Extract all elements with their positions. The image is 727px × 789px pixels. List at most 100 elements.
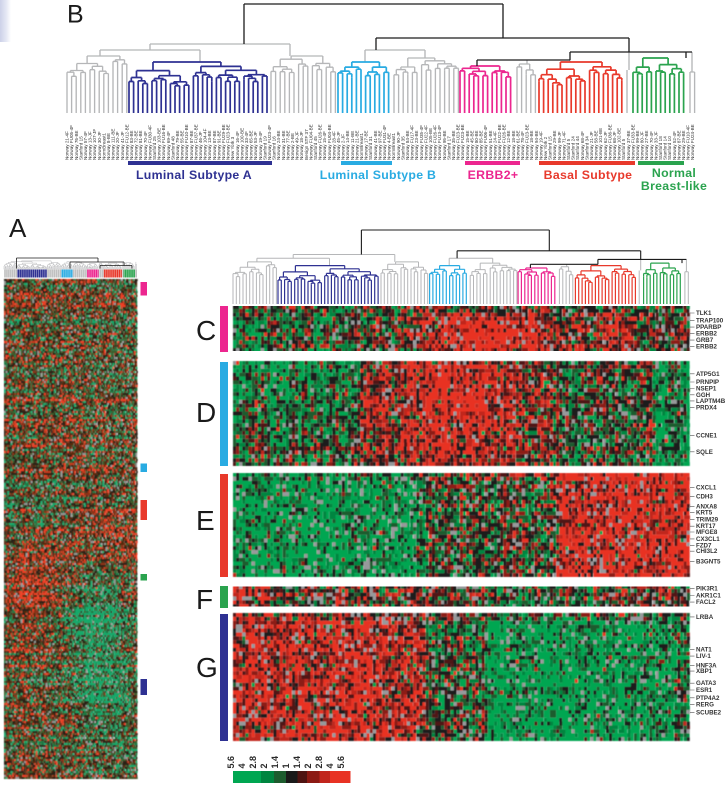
svg-text:Norway 78-4F: Norway 78-4F [520, 131, 525, 160]
svg-text:Norway FU16-BE: Norway FU16-BE [161, 124, 166, 160]
svg-text:Norway 17-BE: Norway 17-BE [364, 130, 369, 160]
svg-text:Stanford 5: Stanford 5 [566, 138, 571, 160]
svg-text:Norway 16-4F: Norway 16-4F [235, 131, 240, 160]
svg-text:Norway FU22-BE: Norway FU22-BE [497, 124, 502, 160]
svg-text:TLK1: TLK1 [696, 310, 712, 317]
svg-text:Norway 90-JF: Norway 90-JF [396, 131, 401, 160]
svg-text:FACL2: FACL2 [696, 599, 716, 606]
svg-text:Norway 58-BE: Norway 58-BE [594, 130, 599, 160]
svg-text:GATA3: GATA3 [696, 680, 717, 687]
svg-text:Stanford 17: Stanford 17 [446, 136, 451, 160]
svg-text:ATP5G1: ATP5G1 [696, 371, 720, 378]
svg-text:Norway 19-4F: Norway 19-4F [538, 131, 543, 160]
svg-text:B: B [67, 1, 84, 29]
svg-text:TRAP100: TRAP100 [696, 318, 724, 325]
svg-text:Norway 76-BE: Norway 76-BE [74, 130, 79, 160]
svg-text:Norway FU31-4F: Norway FU31-4F [382, 125, 387, 160]
svg-text:Norway 79-BE: Norway 79-BE [175, 130, 180, 160]
svg-text:Norway 104-4F: Norway 104-4F [203, 128, 208, 160]
svg-text:Stanford 16: Stanford 16 [272, 136, 277, 160]
svg-text:PIK3R1: PIK3R1 [696, 586, 718, 593]
svg-text:Norway 52-4F: Norway 52-4F [672, 131, 677, 160]
svg-text:Stanford 31: Stanford 31 [368, 136, 373, 160]
svg-text:2.8: 2.8 [248, 756, 258, 769]
svg-text:PRDX4: PRDX4 [696, 404, 717, 411]
svg-text:KRT5: KRT5 [696, 509, 713, 516]
svg-text:Norway 35-BE: Norway 35-BE [451, 130, 456, 160]
svg-text:Norway 84-BE: Norway 84-BE [405, 130, 410, 160]
svg-text:Norway 23-BE: Norway 23-BE [414, 130, 419, 160]
svg-text:Norway 27-BE: Norway 27-BE [644, 130, 649, 160]
svg-text:AKR1C1: AKR1C1 [696, 593, 721, 600]
svg-text:Norway 4-BE: Norway 4-BE [387, 133, 392, 160]
svg-text:Norway 77-BE: Norway 77-BE [285, 130, 290, 160]
svg-text:Stanford 19: Stanford 19 [262, 136, 267, 160]
svg-text:2: 2 [259, 763, 269, 768]
svg-text:Norway FU22-4F: Norway FU22-4F [423, 125, 428, 160]
svg-text:Norway 21-JF: Norway 21-JF [589, 131, 594, 160]
svg-text:Norway 37-BE: Norway 37-BE [626, 130, 631, 160]
svg-text:Norway 51-BE: Norway 51-BE [488, 130, 493, 160]
svg-text:Norway FU36-BE: Norway FU36-BE [607, 124, 612, 160]
svg-text:Norway FU13-4F: Norway FU13-4F [437, 125, 442, 160]
svg-text:Norway 33-JF: Norway 33-JF [653, 131, 658, 160]
svg-text:Norway 30-JF: Norway 30-JF [97, 131, 102, 160]
svg-text:Norway 70-4F: Norway 70-4F [649, 131, 654, 160]
svg-text:TRIM29: TRIM29 [696, 516, 719, 523]
svg-text:ERBB2: ERBB2 [696, 344, 718, 351]
svg-text:Stanford 14: Stanford 14 [663, 136, 668, 160]
svg-text:Norway 46-JF: Norway 46-JF [198, 131, 203, 160]
svg-text:Stanford 5: Stanford 5 [621, 138, 626, 160]
svg-text:Luminal Subtype A: Luminal Subtype A [136, 168, 252, 182]
svg-text:Norway 83-BE: Norway 83-BE [129, 130, 134, 160]
svg-text:New York 2: New York 2 [543, 136, 548, 160]
svg-text:Norway 41-JF: Norway 41-JF [120, 131, 125, 160]
svg-text:HNF3A: HNF3A [696, 662, 717, 669]
svg-text:Luminal Subtype B: Luminal Subtype B [320, 168, 436, 182]
svg-text:MFGE8: MFGE8 [696, 529, 718, 536]
svg-text:Breast-like: Breast-like [641, 179, 707, 193]
svg-text:Norway 21-4F: Norway 21-4F [65, 131, 70, 160]
svg-text:Norway FU35-4F: Norway FU35-4F [419, 125, 424, 160]
svg-text:FZD7: FZD7 [696, 542, 712, 549]
svg-text:RERG: RERG [696, 702, 714, 709]
svg-text:Norway 33-4F: Norway 33-4F [244, 131, 249, 160]
svg-text:Norway FU24-BE: Norway FU24-BE [690, 124, 695, 160]
svg-text:Stanford 48: Stanford 48 [170, 136, 175, 160]
svg-text:KRT17: KRT17 [696, 523, 716, 530]
svg-text:SCUBE2: SCUBE2 [696, 709, 722, 716]
svg-text:CXCL1: CXCL1 [696, 485, 717, 492]
svg-text:NormBreast1: NormBreast1 [101, 132, 106, 160]
svg-text:Norway FU26-BE: Norway FU26-BE [502, 124, 507, 160]
svg-text:F: F [196, 584, 213, 615]
svg-text:5.6: 5.6 [336, 756, 346, 769]
svg-text:GGH: GGH [696, 392, 711, 399]
svg-text:LRBA: LRBA [696, 614, 714, 621]
svg-text:PPARBP: PPARBP [696, 324, 721, 331]
svg-text:Norway 15-BE: Norway 15-BE [465, 130, 470, 160]
svg-text:Norway 21-BE: Norway 21-BE [354, 130, 359, 160]
svg-text:Norway 81-BE: Norway 81-BE [138, 130, 143, 160]
svg-text:Norway FU23-4F: Norway FU23-4F [267, 125, 272, 160]
svg-text:Normal: Normal [652, 166, 696, 180]
svg-text:LAPTM4B: LAPTM4B [696, 398, 726, 405]
svg-text:Norway 95-BE: Norway 95-BE [442, 130, 447, 160]
svg-text:Norway 18-BE: Norway 18-BE [511, 130, 516, 160]
svg-text:Norway FU23-BE: Norway FU23-BE [525, 124, 530, 160]
svg-text:Norway 24-BE: Norway 24-BE [276, 130, 281, 160]
svg-text:New York 3: New York 3 [230, 136, 235, 160]
svg-text:Basal Subtype: Basal Subtype [544, 168, 633, 182]
svg-text:Norway 65-BE: Norway 65-BE [249, 130, 254, 160]
svg-text:Norway 87-BE: Norway 87-BE [189, 130, 194, 160]
svg-text:1.4: 1.4 [292, 756, 302, 769]
svg-text:Norway 57-4F: Norway 57-4F [83, 131, 88, 160]
svg-text:NSEP1: NSEP1 [696, 386, 717, 393]
svg-text:PRNPIP: PRNPIP [696, 379, 719, 386]
svg-text:Norway 12-BE: Norway 12-BE [506, 130, 511, 160]
svg-text:Stanford 45: Stanford 45 [313, 136, 318, 160]
svg-text:Norway 28-4F: Norway 28-4F [331, 131, 336, 160]
svg-text:Norway 87-BE: Norway 87-BE [676, 130, 681, 160]
svg-text:Norway FU23-BE: Norway FU23-BE [456, 124, 461, 160]
svg-text:Stanford 15: Stanford 15 [78, 136, 83, 160]
svg-text:Norway 99-BE: Norway 99-BE [635, 130, 640, 160]
